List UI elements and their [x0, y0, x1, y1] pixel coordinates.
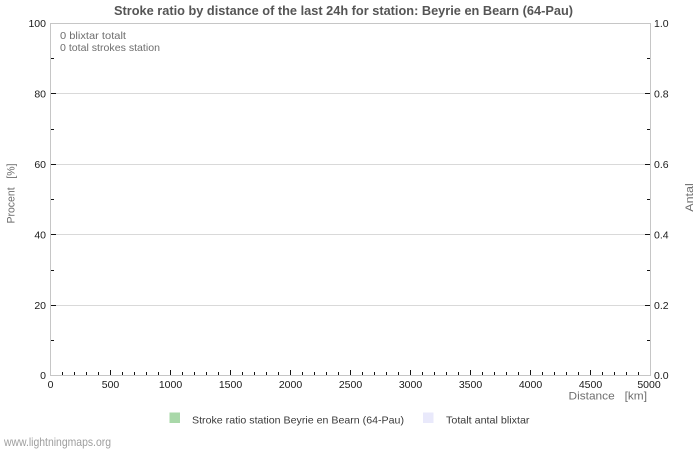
svg-text:3000: 3000	[399, 379, 423, 391]
svg-text:100: 100	[28, 18, 46, 30]
svg-text:Stroke ratio by distance of th: Stroke ratio by distance of the last 24h…	[114, 3, 573, 18]
svg-text:0: 0	[48, 379, 54, 391]
svg-text:0 blixtar totalt: 0 blixtar totalt	[60, 30, 126, 42]
svg-text:Antal: Antal	[684, 183, 696, 212]
svg-text:0.4: 0.4	[654, 230, 669, 242]
svg-text:60: 60	[34, 159, 46, 171]
svg-text:0.2: 0.2	[654, 300, 669, 312]
svg-text:5000: 5000	[637, 379, 661, 391]
svg-text:1000: 1000	[159, 379, 183, 391]
svg-text:Totalt antal blixtar: Totalt antal blixtar	[446, 415, 530, 427]
svg-text:500: 500	[102, 379, 120, 391]
svg-text:2000: 2000	[279, 379, 303, 391]
svg-text:20: 20	[34, 300, 46, 312]
svg-text:80: 80	[34, 89, 46, 101]
svg-text:Procent [%]: Procent [%]	[6, 164, 18, 224]
svg-text:0.6: 0.6	[654, 159, 669, 171]
svg-text:1500: 1500	[219, 379, 243, 391]
svg-text:0: 0	[40, 370, 46, 382]
svg-text:4000: 4000	[519, 379, 543, 391]
svg-text:Distance [km]: Distance [km]	[569, 391, 648, 403]
svg-text:3500: 3500	[459, 379, 483, 391]
svg-text:Stroke ratio station Beyrie en: Stroke ratio station Beyrie en Bearn (64…	[192, 415, 404, 427]
svg-text:0.8: 0.8	[654, 89, 669, 101]
svg-text:0 total strokes station: 0 total strokes station	[60, 42, 160, 54]
svg-text:www.lightningmaps.org: www.lightningmaps.org	[3, 435, 111, 449]
svg-text:4500: 4500	[579, 379, 603, 391]
svg-text:0.0: 0.0	[654, 370, 669, 382]
svg-text:1.0: 1.0	[654, 18, 669, 30]
svg-text:2500: 2500	[339, 379, 363, 391]
svg-text:40: 40	[34, 230, 46, 242]
